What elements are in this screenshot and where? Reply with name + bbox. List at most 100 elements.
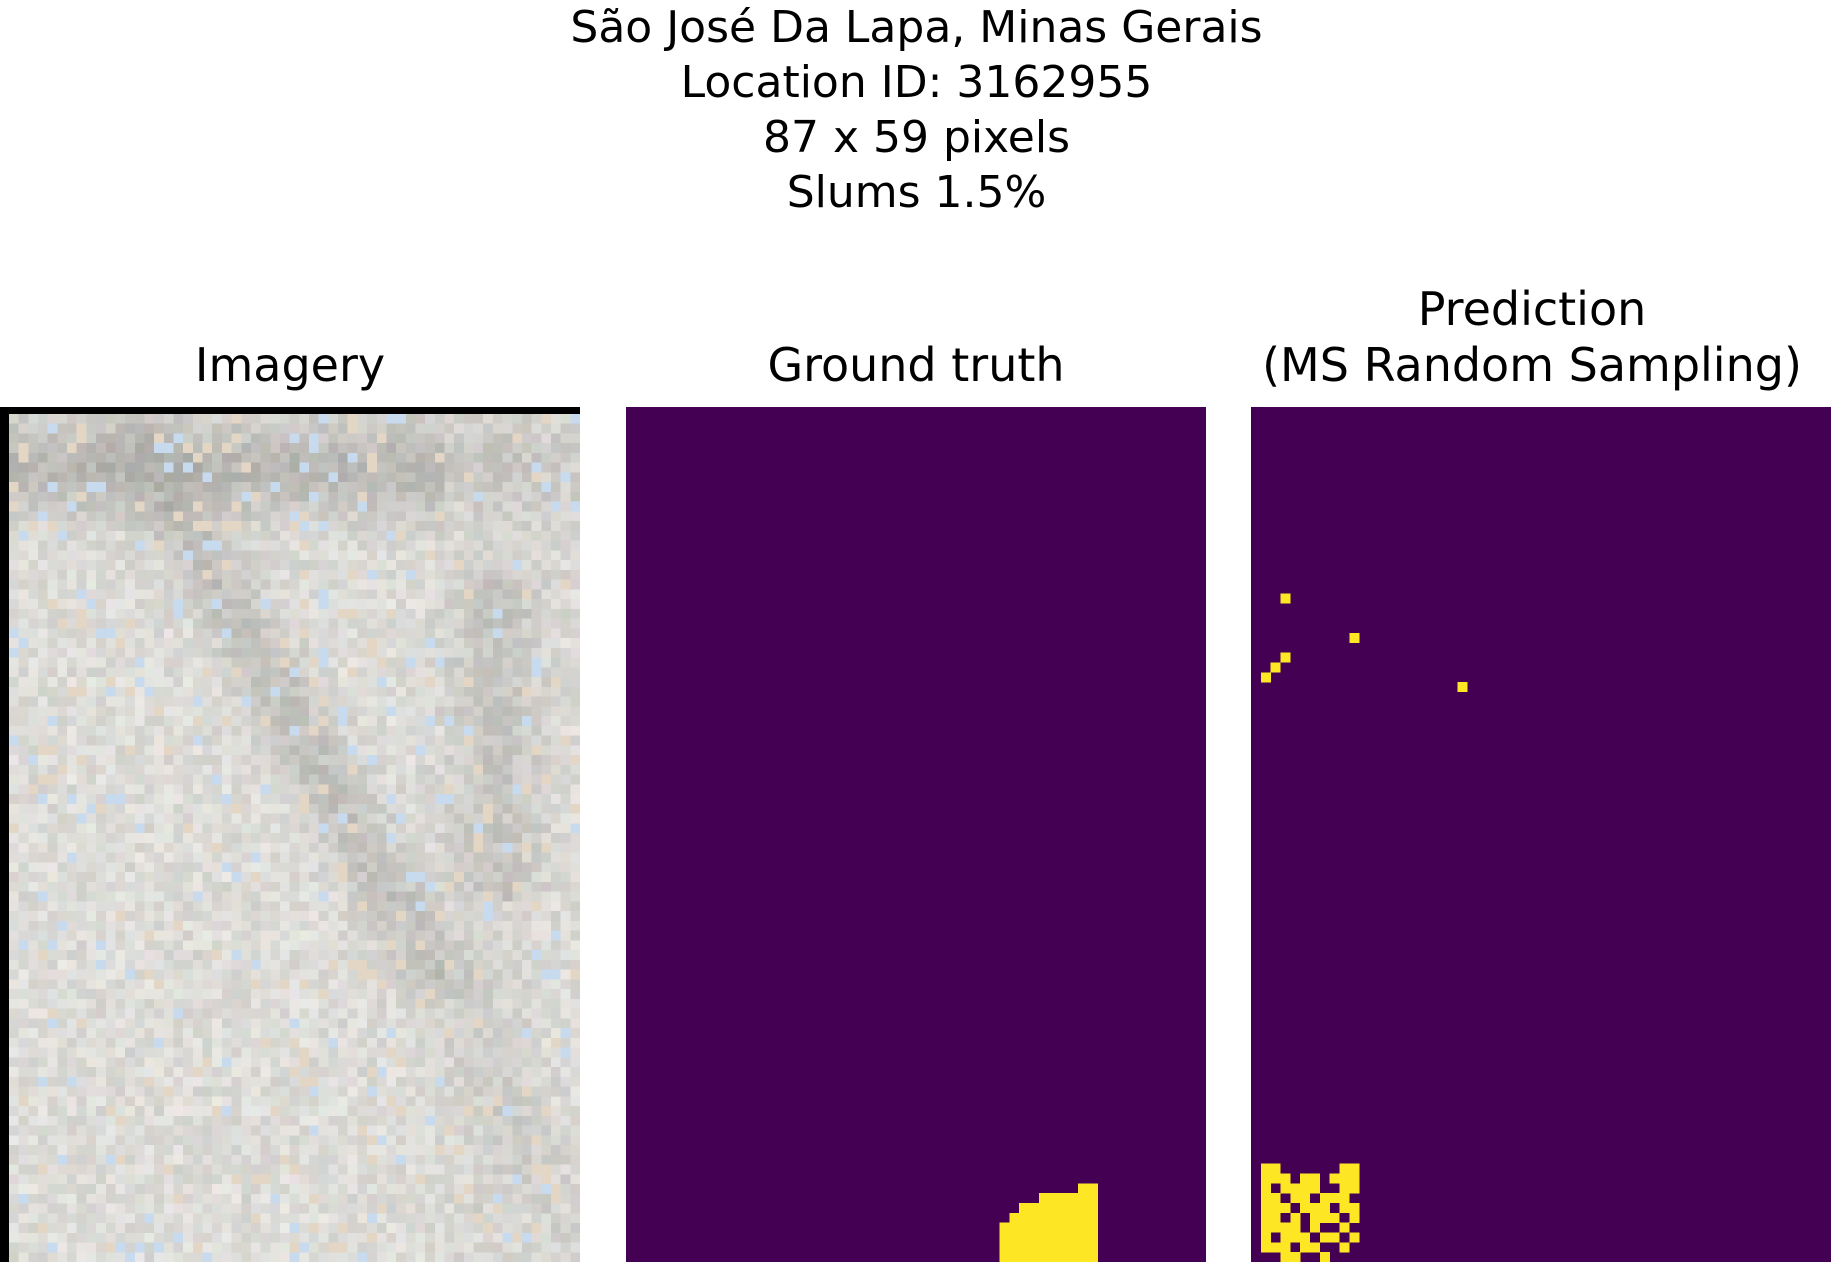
satellite-imagery: [9, 414, 580, 1262]
prediction-slum-pixel: [1309, 1222, 1321, 1233]
prediction-slum-pixel: [1270, 1203, 1281, 1214]
prediction-slum-pixel: [1329, 1193, 1340, 1204]
ground-truth-slum-pixel: [1058, 1242, 1069, 1253]
title-location-id: Location ID: 3162955: [680, 57, 1153, 108]
prediction-slum-pixel: [1280, 1252, 1291, 1262]
prediction-slum-pixel: [1290, 1252, 1301, 1262]
prediction-slum-pixel: [1349, 1163, 1360, 1174]
ground-truth-slum-pixel: [1088, 1242, 1099, 1253]
ground-truth-slum-pixel: [1088, 1232, 1099, 1243]
prediction-slum-pixel: [1329, 1212, 1340, 1223]
prediction-slum-pixel: [1280, 1203, 1291, 1214]
prediction-slum-pixel: [1260, 1242, 1271, 1253]
prediction-slum-pixel: [1270, 1193, 1281, 1204]
ground-truth-slum-pixel: [1068, 1252, 1079, 1262]
prediction-slum-pixel: [1290, 1193, 1301, 1204]
ground-truth-slum-pixel: [1009, 1232, 1020, 1243]
ground-truth-slum-pixel: [1068, 1242, 1079, 1253]
ground-truth-slum-pixel: [1058, 1203, 1069, 1214]
ground-truth-slum-pixel: [1058, 1193, 1069, 1204]
ground-truth-slum-pixel: [1078, 1242, 1089, 1253]
ground-truth-slum-pixel: [1009, 1212, 1020, 1223]
ground-truth-slum-pixel: [1048, 1193, 1059, 1204]
ground-truth-slum-pixel: [1038, 1193, 1049, 1204]
prediction-slum-pixel: [1309, 1173, 1321, 1184]
ground-truth-slum-pixel: [1078, 1212, 1089, 1223]
ground-truth-slum-pixel: [1088, 1212, 1099, 1223]
ground-truth-slum-pixel: [1088, 1252, 1099, 1262]
prediction-slum-pixel: [1290, 1232, 1301, 1243]
prediction-slum-pixel: [1329, 1173, 1340, 1184]
prediction-slum-pixel: [1339, 1163, 1350, 1174]
ground-truth-slum-pixel: [1068, 1222, 1079, 1233]
prediction-background: [1251, 407, 1831, 1262]
prediction-slum-pixel: [1349, 1232, 1360, 1243]
ground-truth-slum-pixel: [1078, 1222, 1089, 1233]
prediction-slum-pixel: [1349, 1212, 1360, 1223]
ground-truth-slum-pixel: [1038, 1252, 1049, 1262]
prediction-slum-pixel: [1270, 662, 1281, 673]
ground-truth-slum-pixel: [999, 1252, 1010, 1262]
prediction-slum-pixel: [1270, 1212, 1281, 1223]
ground-truth-slum-pixel: [999, 1232, 1010, 1243]
ground-truth-slum-pixel: [1038, 1212, 1049, 1223]
prediction-slum-pixel: [1349, 1173, 1360, 1184]
ground-truth-slum-pixel: [999, 1242, 1010, 1253]
prediction-slum-pixel: [1260, 1232, 1271, 1243]
prediction-slum-pixel: [1300, 1173, 1311, 1184]
prediction-slum-pixel: [1319, 1212, 1330, 1223]
prediction-title-line1: Prediction: [1417, 282, 1647, 336]
prediction-slum-pixel: [1280, 593, 1291, 604]
ground-truth-slum-pixel: [1009, 1242, 1020, 1253]
prediction-slum-pixel: [1339, 1222, 1350, 1233]
ground-truth-panel-title: Ground truth: [767, 338, 1065, 392]
prediction-slum-pixel: [1309, 1242, 1321, 1253]
ground-truth-slum-pixel: [1058, 1232, 1069, 1243]
prediction-slum-pixel: [1300, 1183, 1311, 1194]
ground-truth-slum-pixel: [1048, 1242, 1059, 1253]
imagery-pixels: [9, 414, 580, 1262]
ground-truth-panel: [626, 407, 1206, 1262]
prediction-slum-pixel: [1319, 1232, 1330, 1243]
prediction-slum-pixel: [1319, 1193, 1330, 1204]
ground-truth-slum-pixel: [1068, 1212, 1079, 1223]
ground-truth-slum-pixel: [1029, 1232, 1040, 1243]
prediction-mask: [1251, 407, 1831, 1262]
ground-truth-slum-pixel: [1019, 1212, 1030, 1223]
prediction-slum-pixel: [1339, 1193, 1350, 1204]
ground-truth-slum-pixel: [1078, 1183, 1089, 1194]
ground-truth-slum-pixel: [1019, 1203, 1030, 1214]
prediction-slum-pixel: [1300, 1242, 1311, 1253]
prediction-slum-pixel: [1300, 1232, 1311, 1243]
ground-truth-slum-pixel: [1088, 1222, 1099, 1233]
imagery-panel-title: Imagery: [194, 338, 386, 392]
prediction-slum-pixel: [1260, 1173, 1271, 1184]
ground-truth-slum-pixel: [1029, 1212, 1040, 1223]
ground-truth-slum-pixel: [1019, 1222, 1030, 1233]
prediction-slum-pixel: [1260, 1212, 1271, 1223]
prediction-slum-pixel: [1280, 652, 1291, 663]
ground-truth-slum-pixel: [1088, 1203, 1099, 1214]
ground-truth-slum-pixel: [999, 1222, 1010, 1233]
ground-truth-slum-pixel: [1058, 1222, 1069, 1233]
ground-truth-slum-pixel: [1048, 1222, 1059, 1233]
ground-truth-slum-pixel: [1068, 1193, 1079, 1204]
ground-truth-slum-pixel: [1038, 1242, 1049, 1253]
prediction-slum-pixel: [1280, 1242, 1291, 1253]
ground-truth-slum-pixel: [1058, 1252, 1069, 1262]
prediction-slum-pixel: [1290, 1183, 1301, 1194]
ground-truth-slum-pixel: [1019, 1252, 1030, 1262]
prediction-slum-pixel: [1290, 1222, 1301, 1233]
prediction-panel: [1251, 407, 1831, 1262]
ground-truth-slum-pixel: [1009, 1222, 1020, 1233]
title-location: São José Da Lapa, Minas Gerais: [570, 2, 1263, 53]
ground-truth-slum-pixel: [1078, 1203, 1089, 1214]
ground-truth-slum-pixel: [1029, 1222, 1040, 1233]
prediction-slum-pixel: [1329, 1232, 1340, 1243]
ground-truth-mask: [626, 407, 1206, 1262]
prediction-title-line2: (MS Random Sampling): [1262, 338, 1802, 392]
ground-truth-slum-pixel: [1058, 1212, 1069, 1223]
ground-truth-slum-pixel: [1088, 1183, 1099, 1194]
ground-truth-slum-pixel: [1048, 1203, 1059, 1214]
prediction-slum-pixel: [1280, 1232, 1291, 1243]
